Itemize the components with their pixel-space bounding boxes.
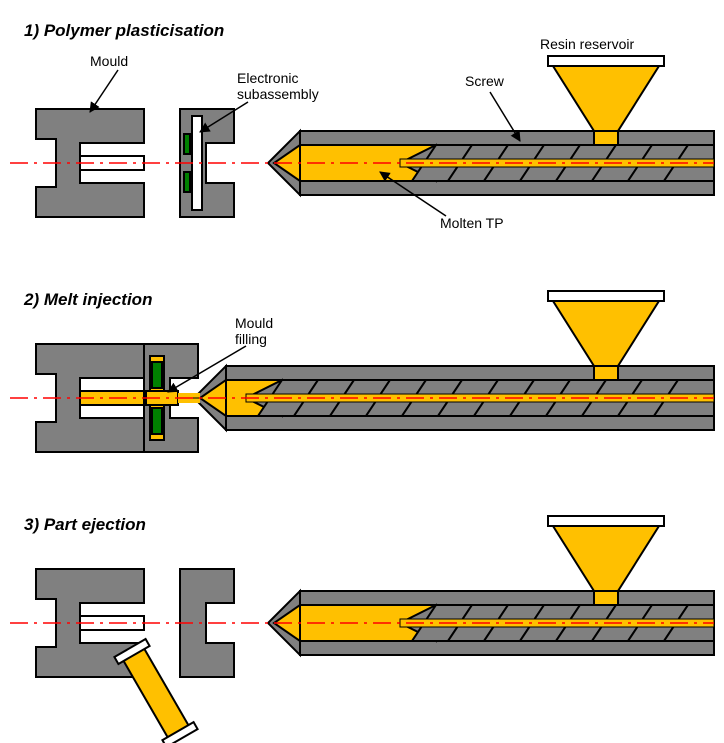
- stage-2: [10, 291, 714, 452]
- stage-3: [10, 516, 714, 743]
- diagram-svg: [0, 0, 724, 743]
- stage-1: [10, 56, 714, 217]
- diagram-root: 1) Polymer plasticisation 2) Melt inject…: [0, 0, 724, 743]
